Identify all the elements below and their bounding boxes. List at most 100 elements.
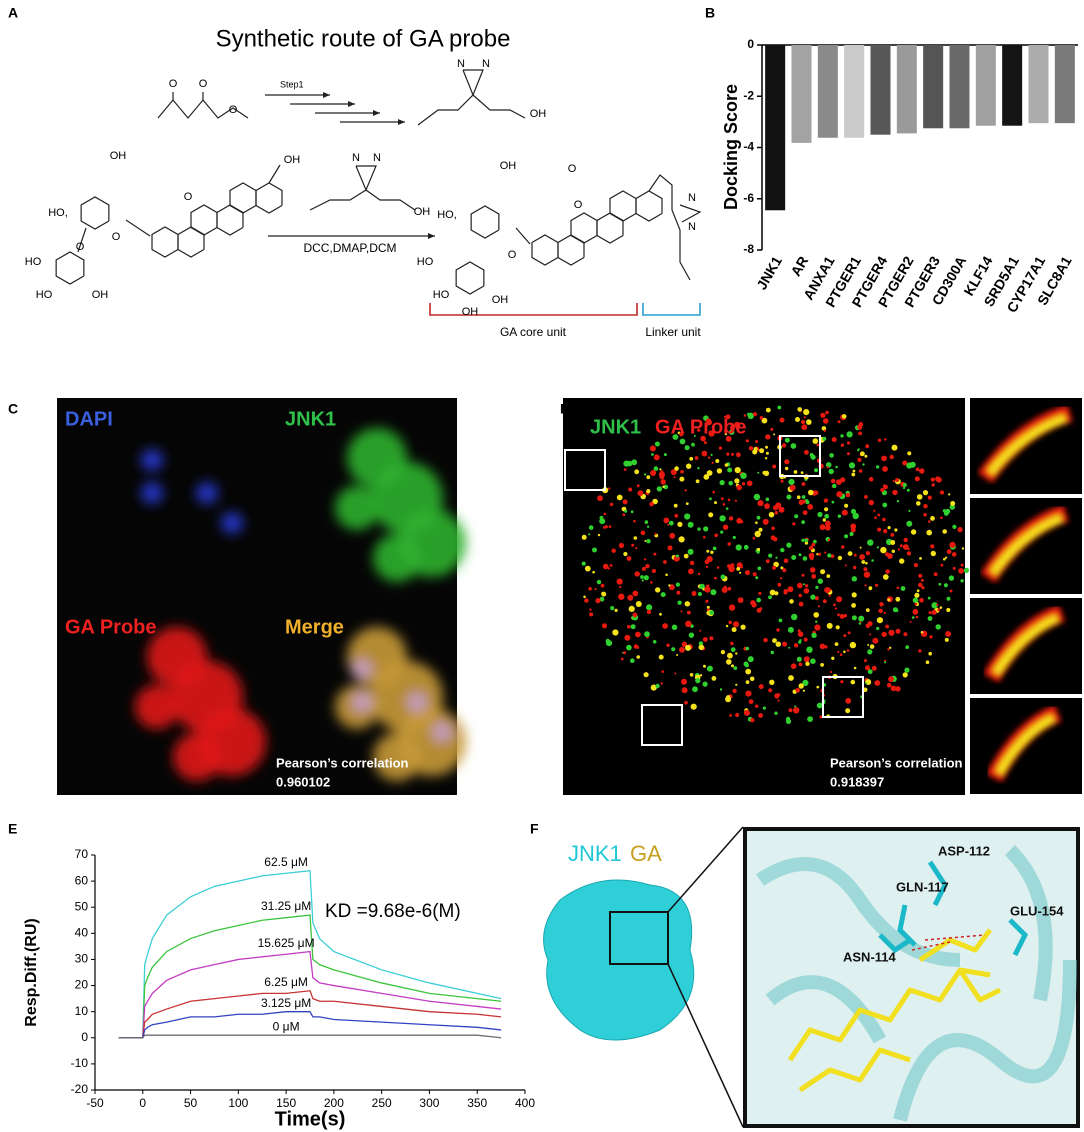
- punctum: [781, 443, 787, 448]
- punctum: [835, 479, 842, 485]
- punctum: [846, 431, 853, 438]
- arrow-head: [398, 119, 405, 125]
- punctum: [879, 602, 884, 607]
- punctum: [622, 499, 628, 505]
- punctum: [868, 499, 874, 506]
- punctum: [592, 547, 597, 553]
- y-tick-label: 0: [747, 37, 754, 51]
- punctum: [726, 452, 730, 456]
- punctum: [923, 512, 927, 517]
- punctum: [815, 620, 818, 623]
- punctum: [852, 512, 859, 520]
- punctum: [937, 608, 941, 612]
- punctum: [797, 582, 803, 589]
- punctum: [961, 547, 965, 550]
- punctum: [886, 682, 892, 688]
- ring: [635, 190, 663, 222]
- punctum: [697, 428, 701, 432]
- punctum: [619, 585, 622, 589]
- atom-label: OH: [284, 154, 301, 166]
- punctum: [706, 665, 713, 672]
- punctum: [675, 554, 679, 558]
- punctum: [881, 631, 887, 638]
- punctum: [708, 420, 712, 425]
- punctum: [667, 545, 673, 551]
- punctum: [777, 582, 782, 587]
- x-tick-label: 350: [467, 1096, 487, 1110]
- punctum: [801, 499, 806, 504]
- punctum: [802, 679, 809, 687]
- punctum: [883, 529, 888, 534]
- punctum: [745, 680, 750, 684]
- punctum: [874, 680, 881, 686]
- punctum: [735, 544, 742, 551]
- punctum: [689, 456, 694, 461]
- punctum: [727, 467, 733, 473]
- punctum: [808, 489, 814, 496]
- punctum: [798, 662, 803, 667]
- cell: [141, 449, 163, 471]
- response-curve: [118, 869, 502, 1039]
- ribbon: [1004, 845, 1053, 1002]
- bond: [77, 227, 87, 253]
- arrow-head: [428, 233, 435, 239]
- punctum: [853, 553, 857, 557]
- punctum: [770, 427, 774, 431]
- ring: [455, 261, 485, 295]
- punctum: [905, 645, 910, 649]
- punctum: [626, 556, 632, 561]
- punctum: [588, 533, 591, 536]
- punctum: [757, 471, 760, 474]
- punctum: [725, 507, 729, 510]
- punctum: [809, 555, 814, 561]
- bar: [1002, 45, 1023, 126]
- ring: [55, 251, 85, 285]
- punctum: [871, 559, 874, 562]
- punctum: [865, 608, 870, 612]
- punctum: [906, 462, 913, 469]
- punctum: [676, 590, 681, 595]
- series-label: 15.625 μM: [258, 936, 315, 950]
- punctum: [899, 558, 905, 564]
- panel-label: B: [705, 5, 715, 21]
- punctum: [595, 598, 601, 604]
- punctum: [788, 708, 793, 713]
- bond: [268, 164, 281, 184]
- x-tick-label: 0: [139, 1096, 146, 1110]
- punctum: [646, 609, 652, 615]
- punctum: [632, 590, 639, 597]
- residue-label: ASN-114: [843, 949, 897, 964]
- panel-label: E: [8, 821, 17, 837]
- punctum: [656, 486, 663, 492]
- punctum: [808, 545, 814, 551]
- punctum: [665, 573, 668, 577]
- punctum: [730, 647, 736, 653]
- punctum: [765, 434, 771, 440]
- punctum: [788, 646, 791, 649]
- punctum: [631, 459, 638, 466]
- ribbon: [893, 959, 1077, 1122]
- punctum: [685, 620, 692, 627]
- punctum: [828, 468, 834, 475]
- punctum: [620, 657, 624, 661]
- punctum: [643, 473, 647, 476]
- punctum: [858, 622, 861, 625]
- punctum: [787, 626, 794, 633]
- punctum: [874, 583, 879, 587]
- punctum: [775, 502, 782, 509]
- ring: [190, 204, 218, 236]
- punctum: [703, 664, 706, 668]
- punctum: [728, 480, 733, 486]
- punctum: [861, 560, 866, 564]
- punctum: [910, 529, 917, 535]
- punctum: [864, 454, 868, 458]
- punctum: [784, 437, 790, 443]
- punctum: [919, 557, 922, 560]
- punctum: [739, 571, 742, 574]
- punctum: [681, 687, 688, 694]
- punctum: [588, 587, 592, 591]
- punctum: [758, 713, 763, 718]
- punctum: [847, 551, 853, 556]
- punctum: [817, 511, 823, 518]
- punctum: [630, 624, 636, 630]
